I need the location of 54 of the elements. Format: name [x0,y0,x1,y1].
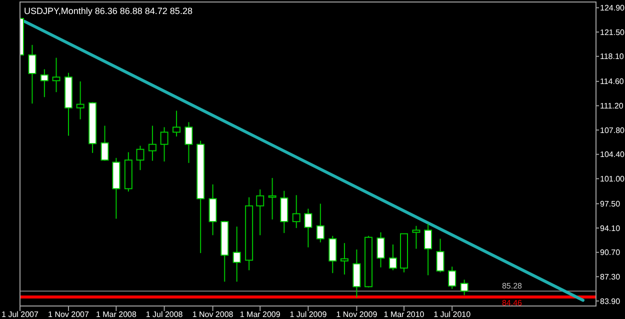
candlestick [436,238,444,273]
x-tick-label: 1 Jul 2007 [2,310,40,319]
x-tick-label: 1 Mar 2010 [384,310,425,319]
candlestick [328,235,337,274]
y-tick-label: 118.10 [600,52,624,62]
text: USDJPY,Monthly 86.36 86.88 84.72 85.28 [24,6,192,16]
y-tick-label: 87.30 [600,272,621,282]
candlestick [160,126,168,162]
x-tick-label: 1 Jul 2008 [146,310,184,319]
candlestick [208,184,217,236]
candlestick [232,226,241,282]
candlestick [424,223,432,276]
candlestick [256,188,264,236]
candlestick [136,145,144,171]
x-tick-label: 1 Jul 2010 [434,310,472,319]
x-tick-label: 1 Nov 2008 [192,310,234,319]
y-tick-label: 107.80 [600,126,625,135]
candlestick [268,177,276,220]
candlestick [52,57,60,93]
candlestick [292,194,300,229]
x-tick-label: 1 Jul 2009 [290,310,328,319]
candlestick [148,125,156,162]
candlestick [280,190,288,234]
candlestick [172,110,181,137]
candlestick [100,125,109,162]
candlestick [76,80,84,120]
ref-line-label: 85.28 [502,282,523,291]
x-tick-label: 1 Mar 2009 [240,310,281,319]
candlestick [340,242,348,276]
y-tick-label: 121.50 [600,28,625,37]
y-tick-label: 124.90 [600,4,625,13]
candlestick [184,122,193,164]
x-tick-label: 1 Nov 2007 [48,310,90,319]
candlestick [316,203,324,243]
candlestick [448,266,456,290]
y-tick-label: 90.70 [600,248,621,258]
x-tick-label: 1 Nov 2009 [336,310,378,319]
y-tick-label: 97.50 [600,200,621,209]
candlestick [388,244,397,271]
y-tick-label: 101.00 [600,174,625,184]
candlestick [352,248,361,298]
ref-line-label: 84.46 [502,298,523,308]
candlestick [28,44,36,104]
candlestick [376,232,385,268]
y-tick-label: 104.40 [600,150,625,160]
y-tick-label: 111.20 [600,102,624,111]
candlestick [412,225,420,250]
y-tick-label: 83.90 [600,296,621,306]
y-tick-label: 114.60 [600,77,624,86]
candlestick [304,208,312,248]
candlestick [460,279,468,296]
y-tick-label: 94.10 [600,224,621,233]
candlestick [40,68,48,98]
x-tick-label: 1 Mar 2008 [96,310,137,319]
